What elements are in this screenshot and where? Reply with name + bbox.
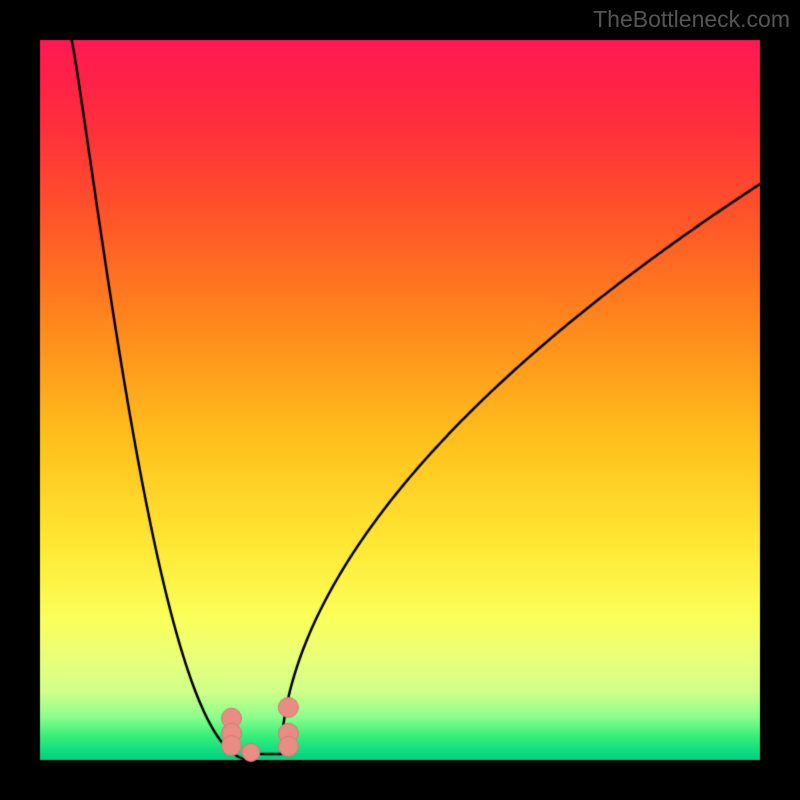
chart-stage: TheBottleneck.com [0,0,800,800]
bottleneck-chart-canvas [0,0,800,800]
watermark-text: TheBottleneck.com [593,6,790,33]
